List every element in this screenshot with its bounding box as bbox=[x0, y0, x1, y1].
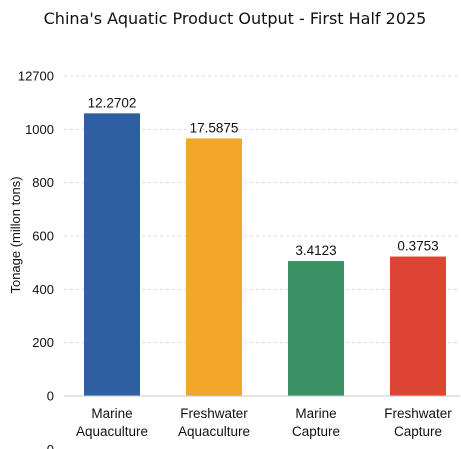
bar-data-label: 3.4123 bbox=[295, 243, 336, 258]
x-category-label: Capture bbox=[292, 424, 340, 439]
x-category-label: Aquaculture bbox=[178, 424, 250, 439]
y-tick-label: 12700 bbox=[18, 69, 54, 84]
x-category-label: Freshwater bbox=[384, 406, 452, 421]
y-tick-label: 400 bbox=[32, 282, 54, 297]
x-category-label: Marine bbox=[91, 406, 132, 421]
chart-title: China's Aquatic Product Output - First H… bbox=[44, 9, 427, 28]
bar-data-label: 17.5875 bbox=[190, 120, 239, 135]
y-tick-label: 0 bbox=[47, 442, 54, 449]
data-labels: 12.2702 17.5875 3.4123 0.3753 bbox=[88, 95, 439, 258]
x-axis-categories: Marine Aquaculture Freshwater Aquaculture Ma… bbox=[76, 406, 452, 439]
bars bbox=[84, 113, 446, 396]
y-axis-title: Tonage (millon tons) bbox=[8, 176, 23, 293]
bar-data-label: 12.2702 bbox=[88, 95, 137, 110]
bar-data-label: 0.3753 bbox=[397, 239, 438, 254]
y-tick-label: 800 bbox=[32, 175, 54, 190]
x-category-label: Freshwater bbox=[180, 406, 248, 421]
bar bbox=[84, 113, 140, 396]
bar bbox=[390, 256, 446, 396]
x-category-label: Aquaculture bbox=[76, 424, 148, 439]
y-tick-label: 200 bbox=[32, 335, 54, 350]
x-category-label: Capture bbox=[394, 424, 442, 439]
y-tick-label: 1000 bbox=[25, 122, 54, 137]
x-category-label: Marine bbox=[295, 406, 336, 421]
y-tick-label: 0 bbox=[47, 389, 54, 404]
bar bbox=[186, 138, 242, 396]
y-tick-label: 600 bbox=[32, 229, 54, 244]
bar bbox=[288, 261, 344, 396]
y-axis-ticks: 12700 1000 800 600 400 200 0 0 bbox=[18, 69, 54, 449]
